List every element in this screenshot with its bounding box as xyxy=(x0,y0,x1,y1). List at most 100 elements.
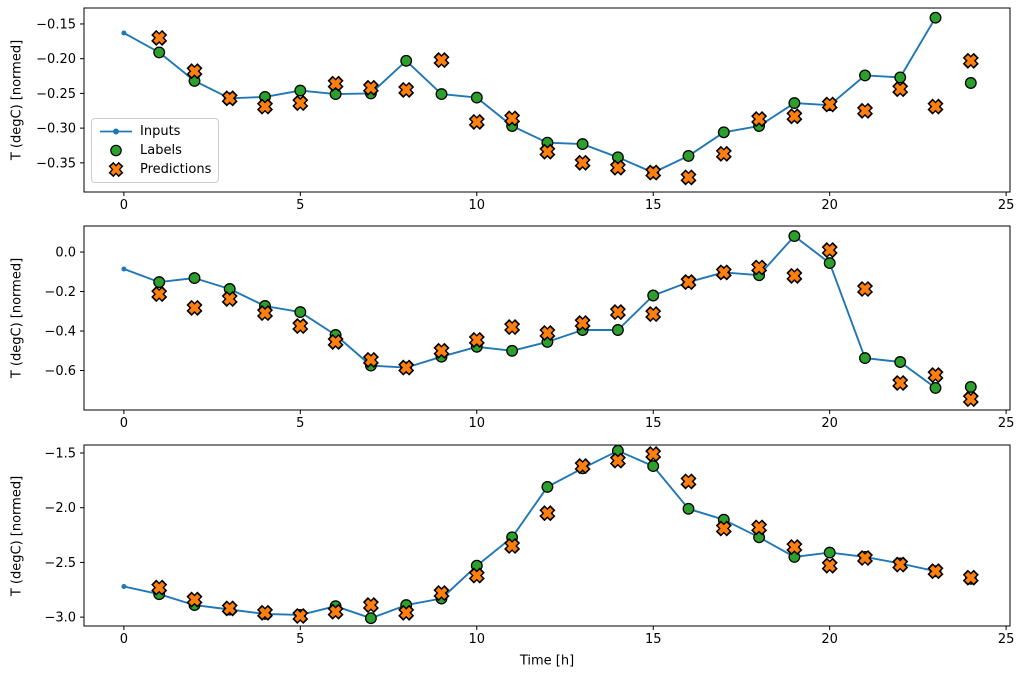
predictions-point xyxy=(223,92,236,105)
predictions-point xyxy=(153,32,166,44)
predictions-point xyxy=(541,507,554,520)
predictions-point xyxy=(365,354,377,366)
predictions-point xyxy=(612,454,624,467)
predictions-point xyxy=(294,97,307,109)
labels-point xyxy=(682,502,695,515)
predictions-point xyxy=(259,100,271,113)
y-tick-label: −0.20 xyxy=(36,52,76,67)
y-axis-label-subplot-3: T (degC) [normed] xyxy=(9,475,25,597)
predictions-point xyxy=(400,606,413,619)
labels-point xyxy=(964,380,977,393)
x-tick-label: 20 xyxy=(821,416,838,431)
subplot-2: 0 5 10 15 20 25 0.0 −0.2 −0.4 −0.6 xyxy=(44,225,1014,431)
x-tick-label: 25 xyxy=(998,198,1015,213)
predictions-point xyxy=(506,540,518,552)
x-tick-label: 15 xyxy=(645,198,662,213)
predictions-point xyxy=(894,377,907,389)
predictions-point xyxy=(470,334,483,346)
predictions-point xyxy=(470,569,483,582)
predictions-point xyxy=(647,308,660,320)
legend-entry-labels: Labels xyxy=(99,141,212,160)
predictions-point xyxy=(859,552,871,564)
x-tick-label: 5 xyxy=(296,198,304,213)
labels-point xyxy=(506,344,519,357)
legend-label-labels: Labels xyxy=(140,143,182,158)
predictions-point xyxy=(894,558,907,571)
predictions-point xyxy=(612,161,624,174)
predictions-point xyxy=(541,327,554,339)
predictions-point xyxy=(153,288,166,300)
predictions-point xyxy=(435,344,448,357)
predictions-point xyxy=(329,336,342,348)
predictions-point xyxy=(753,261,765,274)
inputs-point xyxy=(121,30,127,36)
predictions-point xyxy=(506,321,518,333)
predictions-point xyxy=(259,606,271,619)
predictions-point xyxy=(153,581,166,594)
predictions-point xyxy=(753,113,765,125)
axes-frame xyxy=(83,225,1011,411)
labels-point xyxy=(294,84,307,97)
predictions-point xyxy=(682,276,695,288)
y-tick-label: −0.4 xyxy=(44,325,76,340)
labels-point xyxy=(470,91,483,104)
predictions-point xyxy=(929,100,942,113)
predictions-point xyxy=(365,81,377,94)
x-tick-label: 15 xyxy=(645,416,662,431)
legend-entry-inputs: Inputs xyxy=(99,122,212,141)
labels-point xyxy=(788,97,801,110)
labels-point xyxy=(400,54,413,67)
predictions-point xyxy=(929,565,942,578)
labels-point xyxy=(611,151,624,164)
predictions-point xyxy=(788,110,801,123)
predictions-point xyxy=(964,54,977,67)
subplot-1: 0 5 10 15 20 25 −0.15 −0.20 −0.25 −0.30 −0.35 xyxy=(36,7,1015,213)
predictions-x-icon xyxy=(108,162,124,177)
inputs-point xyxy=(121,584,127,589)
y-tick-label: −2.0 xyxy=(44,501,76,516)
predictions-point xyxy=(188,65,201,78)
y-tick-label: −0.2 xyxy=(44,285,76,300)
inputs-line xyxy=(123,449,936,620)
predictions-point xyxy=(576,156,589,169)
x-tick-label: 10 xyxy=(469,198,486,213)
predictions-point xyxy=(470,116,483,128)
y-tick-label: −0.30 xyxy=(36,122,76,137)
labels-point xyxy=(364,612,377,625)
inputs-line xyxy=(123,235,937,389)
predictions-point xyxy=(259,307,271,319)
predictions-point xyxy=(435,54,448,66)
labels-point xyxy=(294,306,307,319)
predictions-point xyxy=(647,166,660,179)
labels-point xyxy=(153,276,166,289)
predictions-point xyxy=(929,369,942,381)
y-tick-label: 0.0 xyxy=(55,246,76,261)
predictions-point xyxy=(365,599,377,611)
labels-point xyxy=(541,480,554,493)
x-tick-label: 20 xyxy=(821,198,838,213)
x-tick-label: 5 xyxy=(296,416,304,431)
axes-frame xyxy=(83,7,1011,193)
predictions-point xyxy=(506,112,518,125)
labels-point xyxy=(823,546,836,559)
inputs-line xyxy=(123,17,937,174)
x-tick-label: 25 xyxy=(998,632,1015,647)
predictions-point xyxy=(788,541,801,553)
labels-point xyxy=(611,324,624,336)
y-axis-label-subplot-2: T (degC) [normed] xyxy=(9,257,25,379)
labels-point xyxy=(788,230,801,243)
x-tick-label: 0 xyxy=(120,416,128,431)
x-tick-label: 15 xyxy=(645,632,662,647)
predictions-point xyxy=(647,448,660,460)
labels-point xyxy=(188,272,201,285)
x-tick-label: 20 xyxy=(821,632,838,647)
predictions-point xyxy=(294,610,307,622)
predictions-point xyxy=(682,171,695,184)
y-tick-label: −0.6 xyxy=(44,364,76,379)
predictions-point xyxy=(188,593,201,606)
predictions-point xyxy=(329,605,342,618)
predictions-point xyxy=(964,393,977,405)
labels-point xyxy=(929,381,942,394)
x-tick-label: 0 xyxy=(120,632,128,647)
